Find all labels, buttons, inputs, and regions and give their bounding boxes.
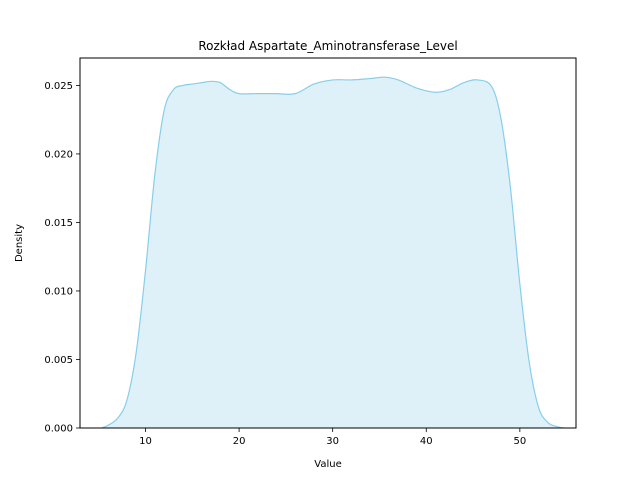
y-axis-label: Density — [14, 224, 25, 262]
x-tick-label: 10 — [139, 436, 152, 447]
y-tick-label: 0.025 — [44, 81, 73, 92]
axes-frame — [79, 57, 577, 429]
chart-title: Rozkład Aspartate_Aminotransferase_Level — [198, 39, 457, 53]
y-tick-label: 0.020 — [44, 149, 73, 160]
x-axis-ticks: 10 20 30 40 50 — [139, 428, 526, 447]
y-tick-label: 0.000 — [44, 424, 73, 435]
plot-area — [101, 76, 564, 429]
y-tick-label: 0.005 — [44, 355, 73, 366]
y-axis-ticks: 0.000 0.005 0.010 0.015 0.020 0.025 — [44, 81, 80, 435]
x-tick-label: 30 — [326, 436, 339, 447]
x-tick-label: 50 — [513, 436, 526, 447]
density-line — [101, 76, 564, 429]
x-tick-label: 40 — [420, 436, 433, 447]
y-tick-label: 0.010 — [44, 286, 73, 297]
y-tick-label: 0.015 — [44, 218, 73, 229]
x-axis-label: Value — [314, 459, 341, 470]
x-tick-label: 20 — [233, 436, 246, 447]
density-area-fill — [101, 77, 564, 428]
